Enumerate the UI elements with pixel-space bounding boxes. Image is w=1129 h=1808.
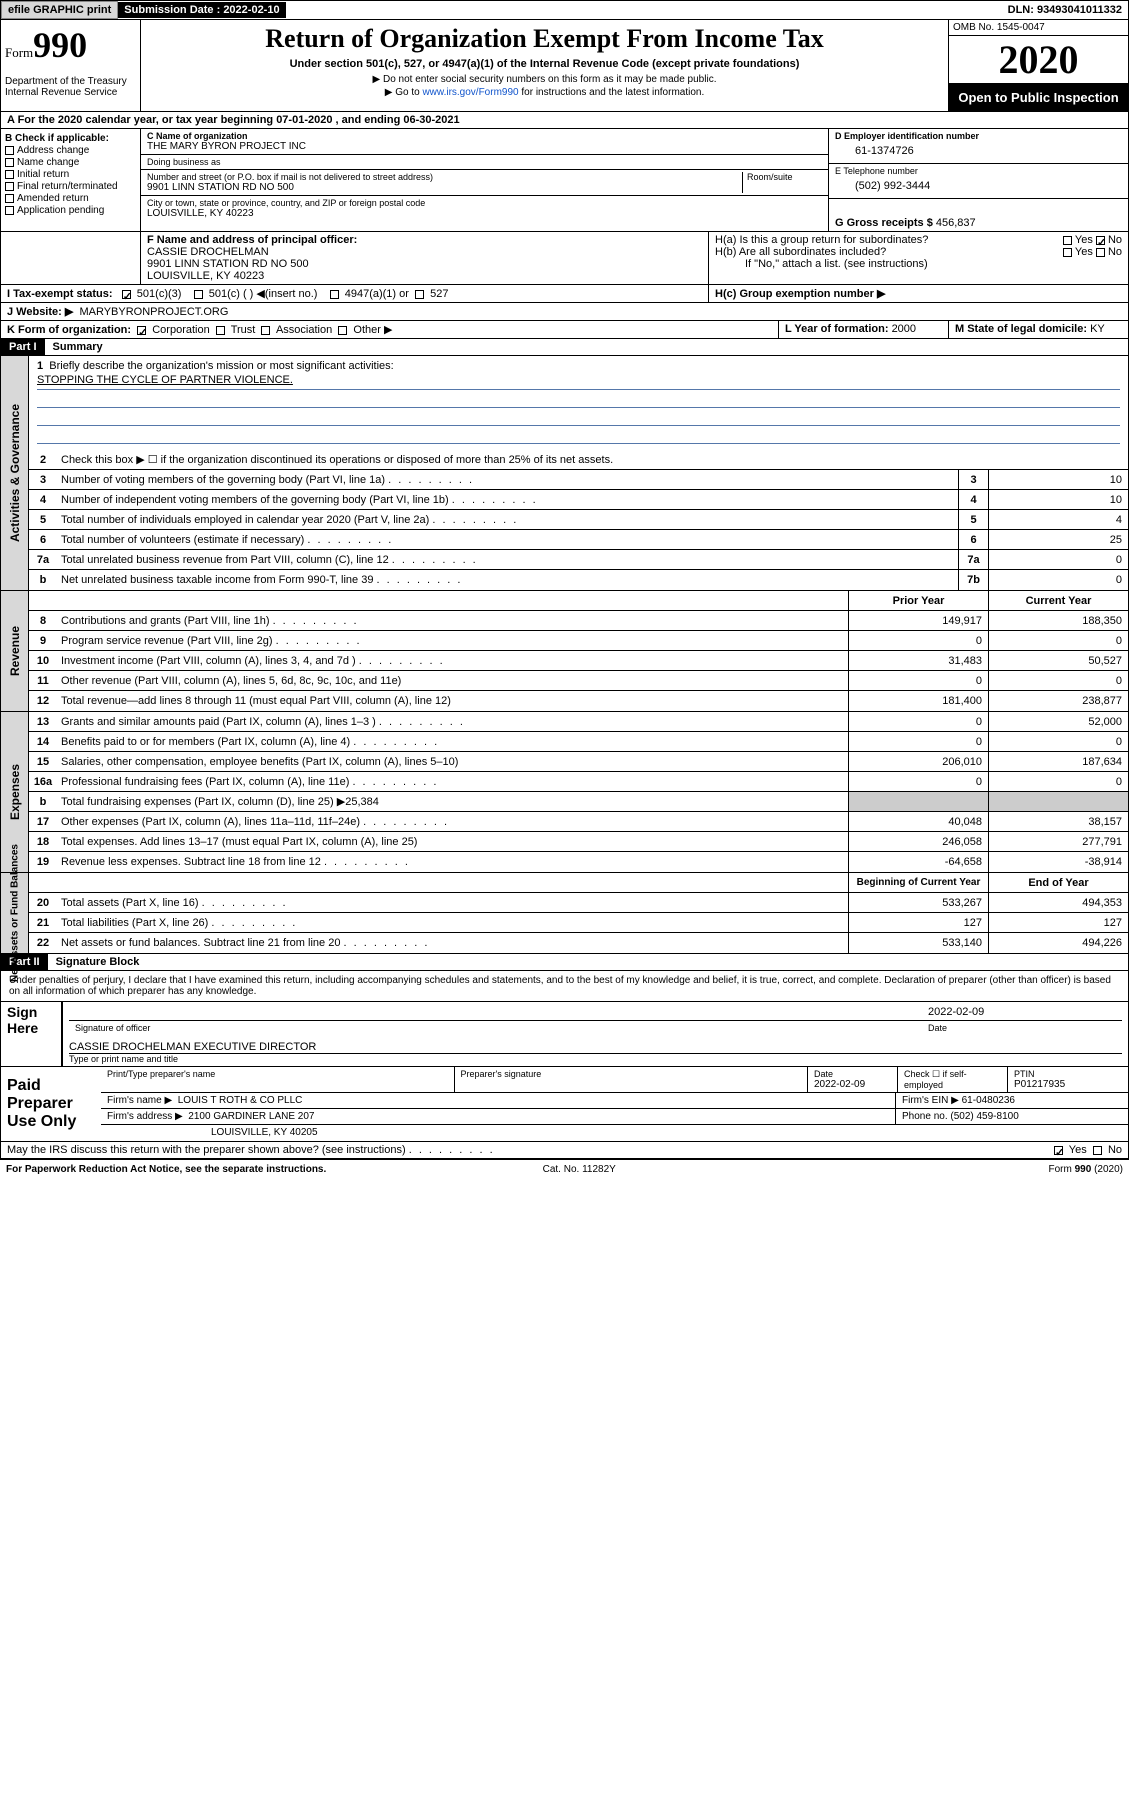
- part2-header: Part II Signature Block: [0, 954, 1129, 971]
- chk-corp[interactable]: [137, 326, 146, 335]
- hb-subordinates: H(b) Are all subordinates included? Yes …: [715, 246, 1122, 258]
- discuss-row: May the IRS discuss this return with the…: [0, 1142, 1129, 1159]
- note-link: ▶ Go to www.irs.gov/Form990 for instruct…: [149, 87, 940, 98]
- line-5: 5Total number of individuals employed in…: [29, 510, 1128, 530]
- line-6: 6Total number of volunteers (estimate if…: [29, 530, 1128, 550]
- line-7a: 7aTotal unrelated business revenue from …: [29, 550, 1128, 570]
- part1-header: Part I Summary: [0, 339, 1129, 356]
- chk-501c3[interactable]: [122, 290, 131, 299]
- chk-527[interactable]: [415, 290, 424, 299]
- line-2: 2Check this box ▶ ☐ if the organization …: [29, 450, 1128, 470]
- dln: DLN: 93493041011332: [1002, 2, 1128, 18]
- row-i-tax-status: I Tax-exempt status: 501(c)(3) 501(c) ( …: [0, 285, 1129, 303]
- activities-governance: Activities & Governance 1 Briefly descri…: [0, 356, 1129, 591]
- form-990-label: Form990: [5, 24, 136, 66]
- hb-note: If "No," attach a list. (see instruction…: [715, 258, 1122, 270]
- line-13: 13Grants and similar amounts paid (Part …: [29, 712, 1128, 732]
- form-title: Return of Organization Exempt From Incom…: [149, 24, 940, 54]
- line-15: 15Salaries, other compensation, employee…: [29, 752, 1128, 772]
- hc-group-exemption: H(c) Group exemption number ▶: [708, 285, 1128, 302]
- line-17: 17Other expenses (Part IX, column (A), l…: [29, 812, 1128, 832]
- row-a-taxyear: A For the 2020 calendar year, or tax yea…: [0, 112, 1129, 129]
- line-11: 11Other revenue (Part VIII, column (A), …: [29, 671, 1128, 691]
- irs-link[interactable]: www.irs.gov/Form990: [422, 87, 518, 98]
- line-12: 12Total revenue—add lines 8 through 11 (…: [29, 691, 1128, 711]
- tax-year: 2020: [949, 36, 1128, 84]
- revenue-header-row: Prior YearCurrent Year: [29, 591, 1128, 611]
- chk-initial-return[interactable]: Initial return: [5, 169, 136, 180]
- section-bcd: B Check if applicable: Address change Na…: [0, 129, 1129, 232]
- address-cell: Number and street (or P.O. box if mail i…: [141, 170, 828, 196]
- gross-receipts: G Gross receipts $ 456,837: [829, 199, 1128, 231]
- line-19: 19Revenue less expenses. Subtract line 1…: [29, 852, 1128, 872]
- chk-name-change[interactable]: Name change: [5, 157, 136, 168]
- chk-501c[interactable]: [194, 290, 203, 299]
- note-ssn: ▶ Do not enter social security numbers o…: [149, 74, 940, 85]
- top-bar: efile GRAPHIC print Submission Date : 20…: [0, 0, 1129, 20]
- chk-final-return[interactable]: Final return/terminated: [5, 181, 136, 192]
- col-b-checkboxes: B Check if applicable: Address change Na…: [1, 129, 141, 231]
- line-7b: bNet unrelated business taxable income f…: [29, 570, 1128, 590]
- form-header: Form990 Department of the Treasury Inter…: [0, 20, 1129, 112]
- dba-cell: Doing business as: [141, 155, 828, 170]
- revenue-section: Revenue Prior YearCurrent Year 8Contribu…: [0, 591, 1129, 712]
- net-header-row: Beginning of Current YearEnd of Year: [29, 873, 1128, 893]
- chk-assoc[interactable]: [261, 326, 270, 335]
- dept-treasury: Department of the Treasury Internal Reve…: [5, 76, 136, 98]
- line-16a: 16aProfessional fundraising fees (Part I…: [29, 772, 1128, 792]
- line-21: 21Total liabilities (Part X, line 26) 12…: [29, 913, 1128, 933]
- paid-preparer-block: Paid Preparer Use Only Print/Type prepar…: [0, 1067, 1129, 1142]
- line-16b: bTotal fundraising expenses (Part IX, co…: [29, 792, 1128, 812]
- line-9: 9Program service revenue (Part VIII, lin…: [29, 631, 1128, 651]
- net-assets-section: Net Assets or Fund Balances Beginning of…: [0, 873, 1129, 954]
- penalty-text: Under penalties of perjury, I declare th…: [0, 971, 1129, 1002]
- line-8: 8Contributions and grants (Part VIII, li…: [29, 611, 1128, 631]
- line-20: 20Total assets (Part X, line 16) 533,267…: [29, 893, 1128, 913]
- submission-date: Submission Date : 2022-02-10: [118, 2, 285, 18]
- ha-group-return: H(a) Is this a group return for subordin…: [715, 234, 1122, 246]
- sign-here-block: Sign Here 2022-02-09 Signature of office…: [0, 1002, 1129, 1067]
- tel-cell: E Telephone number (502) 992-3444: [829, 164, 1128, 199]
- line-14: 14Benefits paid to or for members (Part …: [29, 732, 1128, 752]
- line-10: 10Investment income (Part VIII, column (…: [29, 651, 1128, 671]
- chk-4947[interactable]: [330, 290, 339, 299]
- line-3: 3Number of voting members of the governi…: [29, 470, 1128, 490]
- efile-print-button[interactable]: efile GRAPHIC print: [1, 1, 118, 19]
- omb-number: OMB No. 1545-0047: [949, 20, 1128, 36]
- chk-app-pending[interactable]: Application pending: [5, 205, 136, 216]
- city-cell: City or town, state or province, country…: [141, 196, 828, 221]
- org-name-cell: C Name of organization THE MARY BYRON PR…: [141, 129, 828, 155]
- row-j-website: J Website: ▶ MARYBYRONPROJECT.ORG: [0, 303, 1129, 321]
- ein-cell: D Employer identification number 61-1374…: [829, 129, 1128, 164]
- chk-trust[interactable]: [216, 326, 225, 335]
- form-subtitle: Under section 501(c), 527, or 4947(a)(1)…: [149, 58, 940, 70]
- row-fh: F Name and address of principal officer:…: [0, 232, 1129, 285]
- chk-amended[interactable]: Amended return: [5, 193, 136, 204]
- chk-discuss-yes[interactable]: [1054, 1146, 1063, 1155]
- mission-text: STOPPING THE CYCLE OF PARTNER VIOLENCE.: [37, 374, 1120, 390]
- chk-discuss-no[interactable]: [1093, 1146, 1102, 1155]
- open-to-public: Open to Public Inspection: [949, 84, 1128, 111]
- line-4: 4Number of independent voting members of…: [29, 490, 1128, 510]
- expenses-section: Expenses 13Grants and similar amounts pa…: [0, 712, 1129, 873]
- chk-address-change[interactable]: Address change: [5, 145, 136, 156]
- page-footer: For Paperwork Reduction Act Notice, see …: [0, 1159, 1129, 1179]
- line-18: 18Total expenses. Add lines 13–17 (must …: [29, 832, 1128, 852]
- chk-other[interactable]: [338, 326, 347, 335]
- row-k-form-org: K Form of organization: Corporation Trus…: [0, 321, 1129, 339]
- line-22: 22Net assets or fund balances. Subtract …: [29, 933, 1128, 953]
